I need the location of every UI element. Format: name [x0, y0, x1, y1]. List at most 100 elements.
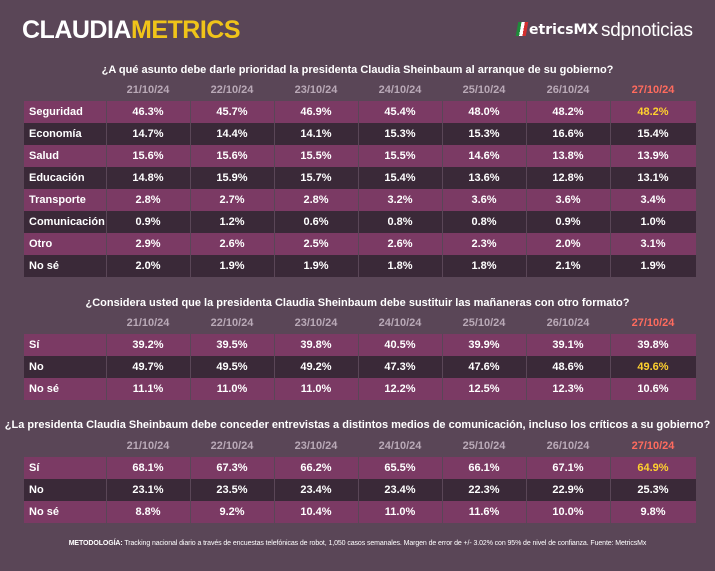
- value-cell: 3.6%: [526, 189, 611, 211]
- value-cell: 12.3%: [526, 378, 611, 400]
- table-row: Seguridad 46.3% 45.7% 46.9% 45.4% 48.0% 48.2% 4…: [24, 101, 697, 123]
- table-q1: 21/10/24 22/10/24 23/10/24 24/10/24 25/10/24…: [24, 79, 697, 277]
- value-cell: 2.0%: [526, 233, 611, 255]
- value-cell: 15.5%: [358, 145, 443, 167]
- date-header: 22/10/24: [190, 435, 275, 457]
- value-cell: 1.2%: [190, 211, 275, 233]
- value-cell: 11.0%: [358, 501, 443, 523]
- value-cell: 22.9%: [526, 479, 611, 501]
- date-header: 22/10/24: [190, 312, 275, 334]
- sdpnoticias-logo: sdpnoticias: [601, 20, 693, 41]
- value-cell: 10.6%: [610, 378, 697, 400]
- value-cell: 11.0%: [190, 378, 275, 400]
- table-row: Comunicación 0.9% 1.2% 0.6% 0.8% 0.8% 0.9% 1.0%: [24, 211, 697, 233]
- value-cell: 11.1%: [106, 378, 191, 400]
- value-cell: 64.9%: [610, 457, 697, 479]
- value-cell: 10.0%: [526, 501, 611, 523]
- row-label: Sí: [24, 334, 107, 356]
- value-cell: 48.2%: [610, 101, 697, 123]
- table-row: Salud 15.6% 15.6% 15.5% 15.5% 14.6% 13.8% 13.9%: [24, 145, 697, 167]
- value-cell: 39.8%: [610, 334, 697, 356]
- value-cell: 65.5%: [358, 457, 443, 479]
- value-cell: 2.6%: [358, 233, 443, 255]
- value-cell: 14.1%: [274, 123, 359, 145]
- value-cell: 8.8%: [106, 501, 191, 523]
- value-cell: 0.9%: [526, 211, 611, 233]
- date-header: 25/10/24: [442, 312, 527, 334]
- date-header: 21/10/24: [106, 435, 191, 457]
- value-cell: 2.6%: [190, 233, 275, 255]
- date-header: 24/10/24: [358, 79, 443, 101]
- value-cell: 23.1%: [106, 479, 191, 501]
- row-label: No sé: [24, 378, 107, 400]
- value-cell: 39.2%: [106, 334, 191, 356]
- value-cell: 15.5%: [274, 145, 359, 167]
- value-cell: 39.9%: [442, 334, 527, 356]
- date-header: 23/10/24: [274, 312, 359, 334]
- table-row: No 49.7% 49.5% 49.2% 47.3% 47.6% 48.6% 49.6%: [24, 356, 697, 378]
- row-label: Comunicación: [24, 211, 107, 233]
- table-row: Transporte 2.8% 2.7% 2.8% 3.2% 3.6% 3.6% 3.4%: [24, 189, 697, 211]
- row-label: Sí: [24, 457, 107, 479]
- table-row: Sí 39.2% 39.5% 39.8% 40.5% 39.9% 39.1% 39.8%: [24, 334, 697, 356]
- value-cell: 39.5%: [190, 334, 275, 356]
- value-cell: 23.4%: [274, 479, 359, 501]
- value-cell: 66.1%: [442, 457, 527, 479]
- date-header: 23/10/24: [274, 435, 359, 457]
- value-cell: 15.4%: [610, 123, 697, 145]
- value-cell: 15.7%: [274, 167, 359, 189]
- value-cell: 67.3%: [190, 457, 275, 479]
- value-cell: 13.8%: [526, 145, 611, 167]
- value-cell: 13.6%: [442, 167, 527, 189]
- value-cell: 0.8%: [358, 211, 443, 233]
- value-cell: 3.1%: [610, 233, 697, 255]
- value-cell: 47.6%: [442, 356, 527, 378]
- row-label: Educación: [24, 167, 107, 189]
- value-cell: 66.2%: [274, 457, 359, 479]
- row-label: Transporte: [24, 189, 107, 211]
- date-header: 26/10/24: [526, 435, 611, 457]
- table-row: No sé 8.8% 9.2% 10.4% 11.0% 11.6% 10.0% 9.8%: [24, 501, 697, 523]
- value-cell: 0.8%: [442, 211, 527, 233]
- methodology-text: Tracking nacional diario a través de enc…: [124, 540, 647, 547]
- value-cell: 48.6%: [526, 356, 611, 378]
- header-blank: [24, 435, 107, 457]
- value-cell: 14.7%: [106, 123, 191, 145]
- date-header-row: 21/10/24 22/10/24 23/10/24 24/10/24 25/10/24…: [24, 79, 697, 101]
- value-cell: 67.1%: [526, 457, 611, 479]
- value-cell: 12.2%: [358, 378, 443, 400]
- value-cell: 14.6%: [442, 145, 527, 167]
- value-cell: 1.8%: [442, 255, 527, 277]
- row-label: No sé: [24, 255, 107, 277]
- value-cell: 15.6%: [190, 145, 275, 167]
- header-blank: [24, 312, 107, 334]
- mexico-flag-icon: [515, 22, 529, 36]
- value-cell: 14.4%: [190, 123, 275, 145]
- question-2: ¿Considera usted que la presidenta Claud…: [85, 297, 630, 309]
- value-cell: 25.3%: [610, 479, 697, 501]
- value-cell: 47.3%: [358, 356, 443, 378]
- value-cell: 1.9%: [610, 255, 697, 277]
- value-cell: 45.4%: [358, 101, 443, 123]
- value-cell: 1.9%: [274, 255, 359, 277]
- table-row: Educación 14.8% 15.9% 15.7% 15.4% 13.6% 12.8% 1…: [24, 167, 697, 189]
- date-header: 23/10/24: [274, 79, 359, 101]
- value-cell: 49.7%: [106, 356, 191, 378]
- value-cell: 1.8%: [358, 255, 443, 277]
- row-label: Seguridad: [24, 101, 107, 123]
- value-cell: 22.3%: [442, 479, 527, 501]
- value-cell: 2.8%: [106, 189, 191, 211]
- date-header-row: 21/10/24 22/10/24 23/10/24 24/10/24 25/10/24…: [24, 435, 697, 457]
- value-cell: 9.2%: [190, 501, 275, 523]
- value-cell: 11.6%: [442, 501, 527, 523]
- value-cell: 39.8%: [274, 334, 359, 356]
- date-header-row: 21/10/24 22/10/24 23/10/24 24/10/24 25/10/24…: [24, 312, 697, 334]
- claudiametrics-logo: CLAUDIAMETRICS: [22, 16, 241, 45]
- value-cell: 40.5%: [358, 334, 443, 356]
- date-header: 21/10/24: [106, 79, 191, 101]
- question-3: ¿La presidenta Claudia Sheinbaum debe co…: [4, 419, 711, 431]
- date-header: 27/10/24: [610, 312, 697, 334]
- value-cell: 14.8%: [106, 167, 191, 189]
- value-cell: 15.6%: [106, 145, 191, 167]
- value-cell: 23.5%: [190, 479, 275, 501]
